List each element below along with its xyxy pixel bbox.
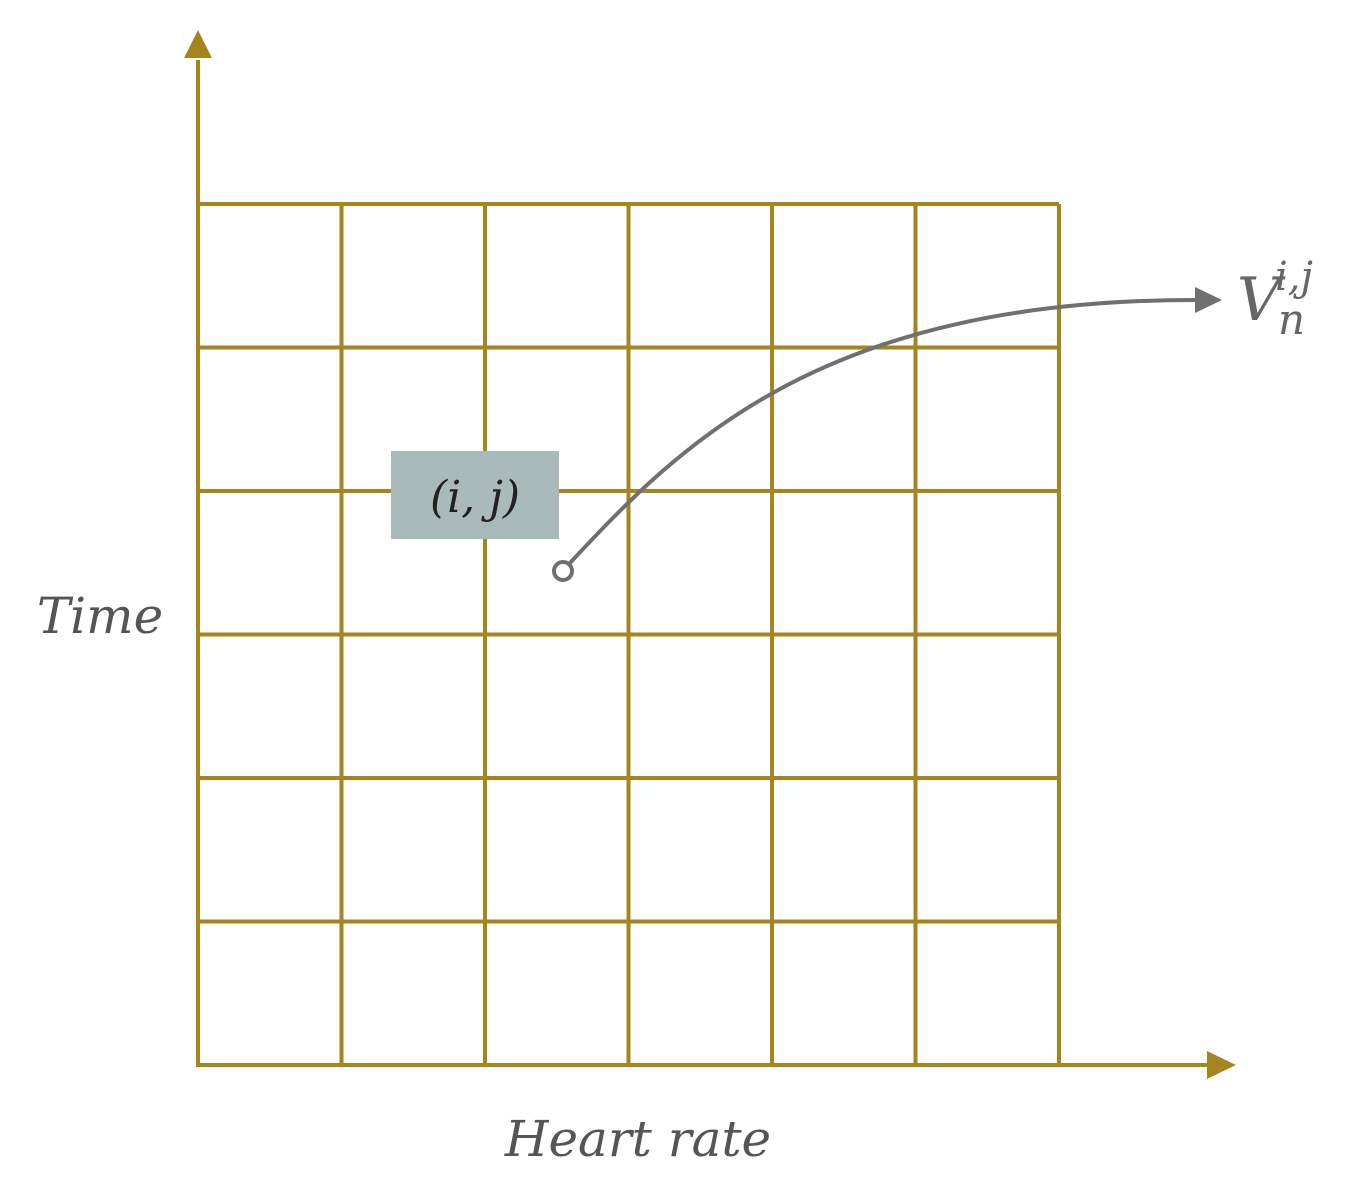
cell-point <box>552 560 574 582</box>
output-base: V <box>1237 265 1286 335</box>
cell-label: (i, j) <box>430 472 520 523</box>
output-label: Vni,j <box>1237 254 1313 344</box>
output-superscript: i,j <box>1275 254 1313 300</box>
axes <box>184 30 1236 1079</box>
grid <box>198 202 1061 1065</box>
x-axis-label: Heart rate <box>504 1110 771 1168</box>
arrow-head <box>1195 287 1222 313</box>
arrow-curve <box>567 298 1196 566</box>
cell-highlight <box>391 451 559 539</box>
y-axis-label: Time <box>37 587 163 645</box>
output-subscript: n <box>1278 295 1305 344</box>
